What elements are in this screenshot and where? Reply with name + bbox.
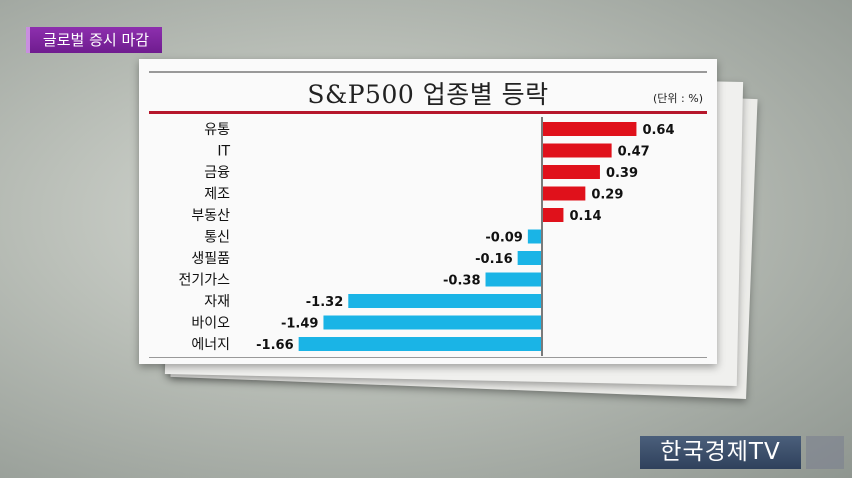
value-label: -1.66 [256, 338, 293, 353]
broadcaster-logo: 한국경제TV [640, 436, 801, 469]
category-label: 자재 [204, 294, 230, 310]
bar [348, 294, 541, 308]
bar [298, 337, 541, 351]
title-divider [149, 111, 707, 114]
section-tag: 글로벌 증시 마감 [26, 27, 162, 53]
category-label: 통신 [204, 230, 230, 246]
category-label: 유통 [204, 122, 230, 138]
value-label: 0.14 [569, 209, 601, 224]
category-label: 부동산 [191, 208, 230, 224]
bar [543, 143, 612, 158]
category-label: IT [217, 144, 230, 160]
unit-label: (단위 : %) [653, 92, 703, 105]
value-label: 0.47 [618, 145, 650, 160]
top-rule [149, 71, 707, 73]
category-label: 에너지 [191, 337, 230, 353]
category-label: 제조 [204, 187, 230, 203]
value-label: -0.38 [443, 274, 480, 289]
logo-side-block [806, 436, 844, 469]
bar [543, 186, 586, 201]
bar [543, 208, 564, 222]
value-label: -0.09 [485, 231, 522, 246]
bar [517, 251, 541, 265]
bar [527, 229, 541, 244]
bottom-rule [149, 357, 707, 358]
category-label: 생필품 [191, 251, 230, 267]
category-label: 금융 [204, 165, 230, 181]
bar [543, 122, 637, 136]
bar [323, 315, 541, 330]
value-label: -0.16 [475, 252, 512, 267]
bar-chart: 유통 0.64 IT 0.47 금융 0.39 제조 0.29 부동산 0.14 통신 -0.09 생필… [178, 117, 675, 356]
category-label: 전기가스 [178, 273, 230, 289]
bar [485, 272, 541, 287]
value-label: -1.32 [306, 295, 343, 310]
value-label: 0.39 [606, 166, 638, 181]
value-label: 0.64 [642, 123, 674, 138]
category-label: 바이오 [191, 316, 230, 332]
value-label: 0.29 [591, 188, 623, 203]
bar [543, 165, 600, 179]
chart-title: S&P500 업종별 등락 [307, 80, 549, 109]
chart-card: S&P500 업종별 등락 (단위 : %) 유통 0.64 IT 0.47 금융 0.3… [139, 59, 717, 364]
value-label: -1.49 [281, 317, 318, 332]
